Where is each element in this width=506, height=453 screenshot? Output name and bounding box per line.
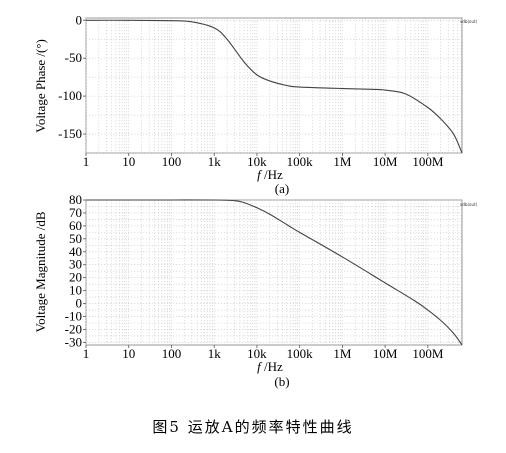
magnitude-plot-frame <box>85 199 463 346</box>
phase-x-tick-label: 1M <box>333 154 352 169</box>
phase-corner-tag: vdb(out) <box>460 19 478 24</box>
magnitude-x-axis-unit: /Hz <box>261 359 283 374</box>
phase-x-axis-variable: f <box>257 167 263 182</box>
magnitude-grid <box>85 199 462 345</box>
phase-y-tick-label: 0 <box>76 12 83 27</box>
phase-series-line <box>85 19 463 154</box>
magnitude-x-tick-label: 10k <box>247 346 267 361</box>
magnitude-y-tick-label: 50 <box>69 231 82 246</box>
phase-x-tick-label: 10M <box>373 154 398 169</box>
magnitude-chart: 1 10 100 1k 10k 100k 1M 10M 100M 807060504030201… <box>33 192 478 389</box>
magnitude-y-axis-title: Voltage Magnitude /dB <box>33 211 48 332</box>
magnitude-y-tick-label: 10 <box>69 283 82 298</box>
magnitude-x-tick-label: 10 <box>122 346 135 361</box>
phase-y-ticks: 0 -50 -100 -150 <box>58 12 86 141</box>
magnitude-x-tick-label: 1M <box>333 346 352 361</box>
magnitude-y-tick-label: 0 <box>76 296 83 311</box>
phase-x-tick-label: 10 <box>122 154 135 169</box>
phase-x-tick-label: 10k <box>247 154 267 169</box>
magnitude-y-tick-label: 40 <box>69 244 82 259</box>
magnitude-y-tick-label: -10 <box>65 309 82 324</box>
magnitude-y-tick-label: -20 <box>65 321 82 336</box>
magnitude-corner-tag: vdb(out) <box>460 202 478 207</box>
magnitude-x-tick-label: 100 <box>162 346 182 361</box>
magnitude-x-tick-label: 1 <box>83 346 90 361</box>
magnitude-y-tick-label: 70 <box>69 205 82 220</box>
phase-x-tick-label: 1 <box>83 154 90 169</box>
phase-y-tick-label: -100 <box>58 88 82 103</box>
magnitude-y-tick-label: 20 <box>69 270 82 285</box>
phase-chart: 1 10 100 1k 10k 100k 1M 10M 100M 0 -50 -100 -150 Vo… <box>33 12 478 196</box>
phase-y-tick-label: -150 <box>58 126 82 141</box>
magnitude-x-tick-label: 100k <box>287 346 314 361</box>
phase-panel-label: (a) <box>275 181 289 196</box>
magnitude-x-axis-title: f /Hz <box>257 359 283 374</box>
magnitude-x-tick-label: 100M <box>412 346 444 361</box>
phase-x-tick-label: 100 <box>162 154 182 169</box>
magnitude-series <box>86 199 463 346</box>
phase-series <box>85 19 463 154</box>
phase-x-axis-unit: /Hz <box>261 167 283 182</box>
phase-x-tick-label: 100k <box>287 154 314 169</box>
phase-x-ticks: 1 10 100 1k 10k 100k 1M 10M 100M <box>83 153 444 169</box>
magnitude-y-tick-label: -30 <box>65 334 82 349</box>
phase-x-tick-label: 1k <box>208 154 222 169</box>
phase-plot-frame <box>85 17 463 154</box>
magnitude-y-tick-label: 80 <box>69 192 82 207</box>
phase-y-axis-title: Voltage Phase /(°) <box>33 39 48 133</box>
magnitude-x-axis-variable: f <box>257 359 263 374</box>
phase-x-tick-label: 100M <box>412 154 444 169</box>
magnitude-x-tick-label: 1k <box>208 346 222 361</box>
figure-caption: 图5 运放A的频率特性曲线 <box>152 418 353 436</box>
phase-x-axis-title: f /Hz <box>257 167 283 182</box>
magnitude-y-tick-label: 30 <box>69 257 82 272</box>
magnitude-x-ticks: 1 10 100 1k 10k 100k 1M 10M 100M <box>83 345 444 361</box>
phase-y-tick-label: -50 <box>65 50 82 65</box>
magnitude-x-tick-label: 10M <box>373 346 398 361</box>
magnitude-panel-label: (b) <box>274 374 289 389</box>
magnitude-y-tick-label: 60 <box>69 218 82 233</box>
magnitude-series-line <box>86 199 463 346</box>
